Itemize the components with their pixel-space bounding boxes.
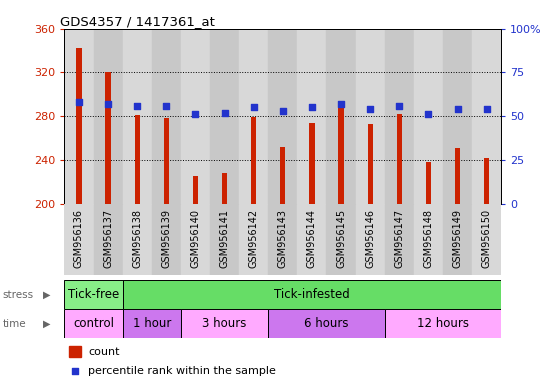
Bar <box>297 29 326 204</box>
Point <box>278 108 287 114</box>
Point <box>162 103 171 109</box>
Bar <box>326 29 356 204</box>
Bar <box>64 204 94 275</box>
Bar <box>385 309 501 338</box>
Bar <box>181 29 210 204</box>
Bar <box>309 123 315 204</box>
Bar <box>268 29 297 204</box>
Text: GSM956147: GSM956147 <box>394 209 404 268</box>
Text: GSM956144: GSM956144 <box>307 209 317 268</box>
Text: GSM956136: GSM956136 <box>74 209 84 268</box>
Bar <box>123 204 152 275</box>
Text: time: time <box>3 318 26 329</box>
Bar <box>69 346 81 357</box>
Bar <box>123 309 181 338</box>
Text: GSM956146: GSM956146 <box>365 209 375 268</box>
Bar <box>280 147 286 204</box>
Text: GSM956140: GSM956140 <box>190 209 200 268</box>
Bar <box>123 280 501 309</box>
Bar <box>94 29 123 204</box>
Bar <box>105 73 111 204</box>
Text: Tick-free: Tick-free <box>68 288 119 301</box>
Point <box>366 106 375 112</box>
Bar <box>472 29 501 204</box>
Bar <box>239 29 268 204</box>
Text: GSM956150: GSM956150 <box>482 209 492 268</box>
Text: GSM956139: GSM956139 <box>161 209 171 268</box>
Bar <box>64 29 94 204</box>
Bar <box>152 204 181 275</box>
Bar <box>455 148 460 204</box>
Bar <box>443 204 472 275</box>
Bar <box>64 309 123 338</box>
Point <box>395 103 404 109</box>
Text: GSM956138: GSM956138 <box>132 209 142 268</box>
Bar <box>210 204 239 275</box>
Text: GSM956142: GSM956142 <box>249 209 259 268</box>
Bar <box>414 204 443 275</box>
Point <box>133 103 142 109</box>
Text: Tick-infested: Tick-infested <box>274 288 350 301</box>
Bar <box>472 204 501 275</box>
Text: GSM956148: GSM956148 <box>423 209 433 268</box>
Bar <box>484 158 489 204</box>
Point <box>307 104 316 111</box>
Point <box>71 367 80 374</box>
Point <box>249 104 258 111</box>
Bar <box>268 204 297 275</box>
Text: stress: stress <box>3 290 34 300</box>
Bar <box>123 29 152 204</box>
Bar <box>222 173 227 204</box>
Text: GDS4357 / 1417361_at: GDS4357 / 1417361_at <box>60 15 215 28</box>
Bar <box>64 280 123 309</box>
Point <box>482 106 491 112</box>
Bar <box>210 29 239 204</box>
Text: GSM956143: GSM956143 <box>278 209 288 268</box>
Bar <box>385 29 414 204</box>
Bar <box>181 204 210 275</box>
Bar <box>76 48 82 204</box>
Bar <box>338 105 344 204</box>
Text: 12 hours: 12 hours <box>417 317 469 330</box>
Point <box>424 111 433 118</box>
Bar <box>164 118 169 204</box>
Text: percentile rank within the sample: percentile rank within the sample <box>88 366 276 376</box>
Point <box>104 101 113 107</box>
Text: 3 hours: 3 hours <box>202 317 247 330</box>
Bar <box>396 114 402 204</box>
Point <box>337 101 346 107</box>
Text: 6 hours: 6 hours <box>304 317 349 330</box>
Bar <box>385 204 414 275</box>
Text: 1 hour: 1 hour <box>133 317 171 330</box>
Bar <box>367 124 373 204</box>
Bar <box>239 204 268 275</box>
Text: ▶: ▶ <box>43 290 50 300</box>
Point <box>191 111 200 118</box>
Text: GSM956141: GSM956141 <box>220 209 230 268</box>
Text: GSM956145: GSM956145 <box>336 209 346 268</box>
Text: control: control <box>73 317 114 330</box>
Point <box>220 109 229 116</box>
Bar <box>356 29 385 204</box>
Text: GSM956137: GSM956137 <box>103 209 113 268</box>
Bar <box>426 162 431 204</box>
Bar <box>356 204 385 275</box>
Bar <box>94 204 123 275</box>
Text: count: count <box>88 347 120 357</box>
Text: ▶: ▶ <box>43 318 50 329</box>
Point <box>74 99 83 105</box>
Bar <box>152 29 181 204</box>
Text: GSM956149: GSM956149 <box>452 209 463 268</box>
Bar <box>268 309 385 338</box>
Point <box>453 106 462 112</box>
Bar <box>414 29 443 204</box>
Bar <box>297 204 326 275</box>
Bar <box>251 117 256 204</box>
Bar <box>193 176 198 204</box>
Bar <box>443 29 472 204</box>
Bar <box>326 204 356 275</box>
Bar <box>181 309 268 338</box>
Bar <box>134 115 140 204</box>
